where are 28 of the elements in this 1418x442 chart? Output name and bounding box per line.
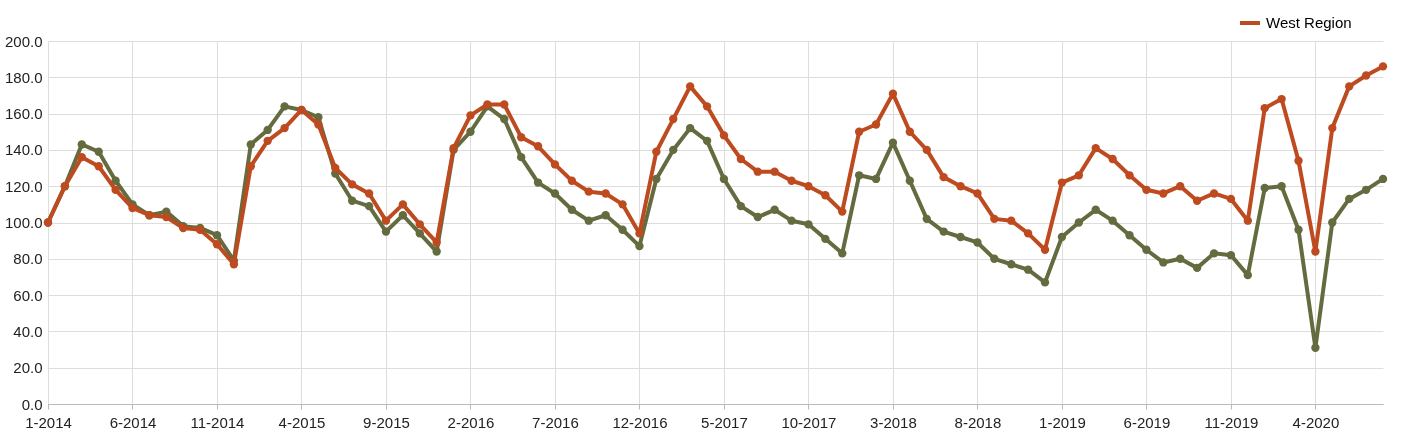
y-tick-label: 40.0	[13, 322, 43, 340]
y-tick-label: 200.0	[4, 32, 43, 50]
x-tick-label: 11-2019	[1204, 413, 1259, 431]
x-tick-label: 4-2015	[278, 413, 326, 431]
x-tick-label: 9-2015	[363, 413, 410, 431]
y-tick-label: 80.0	[13, 250, 43, 268]
x-tick-label: 11-2014	[190, 413, 245, 431]
y-tick-label: 180.0	[4, 68, 43, 86]
x-tick-label: 5-2017	[701, 413, 748, 431]
y-tick-label: 0.0	[21, 395, 43, 413]
y-tick-label: 160.0	[4, 105, 43, 123]
x-tick-label: 1-2014	[25, 413, 72, 431]
x-tick-label: 6-2014	[109, 413, 157, 431]
x-tick-label: 7-2016	[532, 413, 579, 431]
x-tick-label: 2-2016	[447, 413, 495, 431]
x-tick-label: 4-2020	[1292, 413, 1340, 431]
y-tick-label: 120.0	[4, 177, 43, 195]
x-tick-label: 6-2019	[1123, 413, 1171, 431]
x-tick-label: 8-2018	[954, 413, 1002, 431]
x-tick-label: 3-2018	[870, 413, 917, 431]
y-tick-label: 60.0	[13, 286, 43, 304]
y-tick-label: 20.0	[13, 359, 43, 377]
x-tick-label: 10-2017	[781, 413, 837, 431]
x-tick-label: 12-2016	[612, 413, 668, 431]
y-tick-label: 140.0	[4, 141, 43, 159]
legend-label: West Region	[1266, 14, 1352, 31]
x-tick-label: 1-2019	[1039, 413, 1086, 431]
y-tick-label: 100.0	[4, 214, 43, 231]
